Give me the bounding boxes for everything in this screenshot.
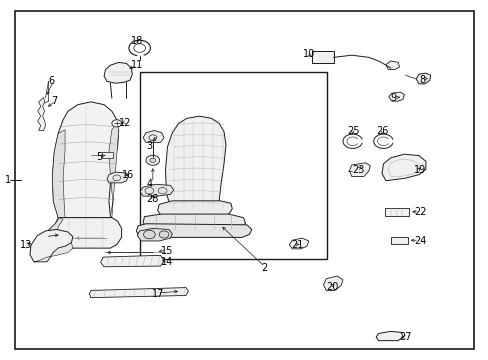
- Text: 12: 12: [119, 118, 131, 128]
- Bar: [384, 208, 408, 216]
- Text: 19: 19: [413, 165, 426, 175]
- Polygon shape: [89, 288, 188, 298]
- Polygon shape: [137, 228, 172, 241]
- Polygon shape: [381, 154, 425, 181]
- Text: 28: 28: [146, 194, 158, 204]
- Text: 25: 25: [346, 126, 359, 135]
- Circle shape: [146, 155, 159, 165]
- Polygon shape: [109, 120, 119, 218]
- Text: 15: 15: [160, 246, 173, 256]
- Text: 11: 11: [131, 60, 143, 70]
- Text: 2: 2: [261, 263, 267, 273]
- Text: 20: 20: [326, 282, 338, 292]
- Text: 1: 1: [4, 175, 11, 185]
- Polygon shape: [385, 61, 399, 69]
- Polygon shape: [30, 229, 73, 262]
- Text: 4: 4: [147, 179, 153, 189]
- Text: 13: 13: [20, 240, 32, 250]
- Text: 8: 8: [418, 75, 425, 85]
- Text: 18: 18: [131, 36, 143, 46]
- Polygon shape: [143, 214, 245, 229]
- Polygon shape: [34, 243, 73, 262]
- Polygon shape: [165, 116, 225, 212]
- Circle shape: [159, 231, 168, 238]
- Text: 10: 10: [303, 49, 315, 59]
- Text: 14: 14: [160, 257, 173, 267]
- Bar: [140, 72, 327, 259]
- Polygon shape: [388, 92, 404, 101]
- Text: 24: 24: [413, 236, 426, 246]
- Text: 27: 27: [399, 332, 411, 342]
- Polygon shape: [375, 331, 402, 341]
- Text: 17: 17: [152, 289, 164, 299]
- Polygon shape: [289, 238, 308, 249]
- Polygon shape: [107, 172, 128, 183]
- Text: 21: 21: [290, 240, 303, 250]
- Polygon shape: [415, 73, 430, 84]
- Polygon shape: [52, 102, 119, 218]
- Polygon shape: [104, 62, 132, 83]
- Bar: [102, 152, 113, 158]
- Polygon shape: [47, 218, 122, 248]
- Text: 26: 26: [375, 126, 388, 135]
- Polygon shape: [143, 131, 163, 142]
- Text: 6: 6: [48, 76, 55, 86]
- Polygon shape: [136, 224, 251, 237]
- Text: 5: 5: [96, 152, 102, 162]
- Text: 16: 16: [122, 170, 134, 180]
- Bar: [390, 237, 407, 244]
- Circle shape: [112, 120, 122, 127]
- Polygon shape: [47, 218, 63, 248]
- Text: 9: 9: [390, 93, 396, 103]
- Polygon shape: [158, 201, 232, 217]
- Polygon shape: [101, 255, 163, 267]
- Text: 7: 7: [51, 96, 57, 106]
- Polygon shape: [38, 98, 45, 131]
- Polygon shape: [323, 276, 342, 291]
- Polygon shape: [140, 184, 173, 196]
- Text: 22: 22: [413, 207, 426, 217]
- Circle shape: [150, 158, 156, 162]
- Polygon shape: [348, 163, 369, 176]
- Polygon shape: [52, 130, 65, 218]
- Circle shape: [143, 230, 155, 239]
- Text: 23: 23: [351, 165, 364, 175]
- Bar: [311, 51, 333, 63]
- Text: 3: 3: [146, 141, 152, 151]
